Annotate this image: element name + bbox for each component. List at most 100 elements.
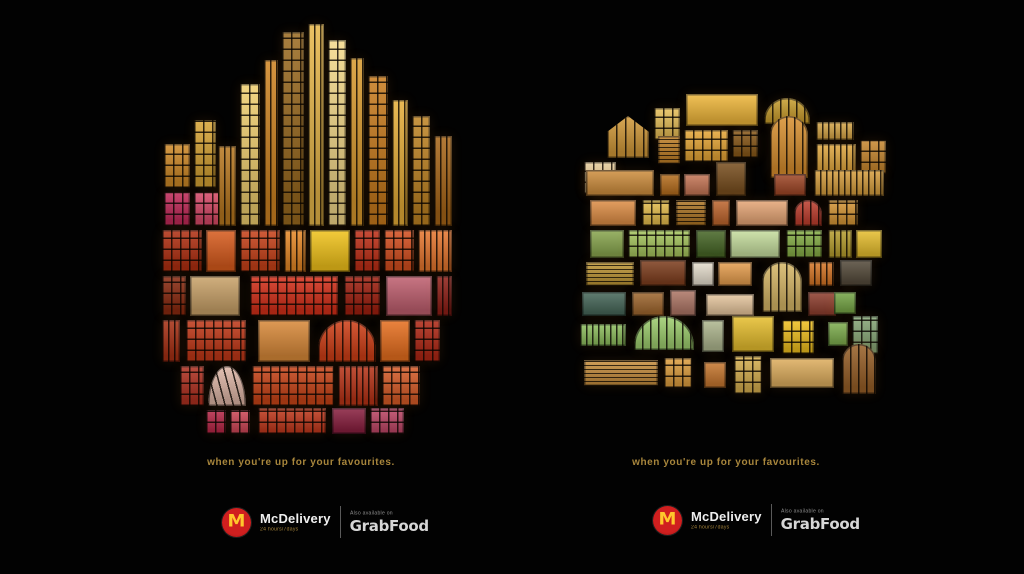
window-tile xyxy=(164,144,190,188)
burger-window-collage xyxy=(578,88,893,405)
window-tile xyxy=(392,100,408,226)
window-tile xyxy=(162,230,202,272)
window-tile xyxy=(332,408,366,434)
window-tile xyxy=(762,262,802,312)
window-tile xyxy=(828,230,852,258)
window-tile xyxy=(252,366,334,406)
window-tile xyxy=(162,276,186,316)
window-tile xyxy=(786,230,822,258)
window-tile xyxy=(734,356,762,394)
mcdonalds-logo: M xyxy=(653,505,682,535)
window-tile xyxy=(310,230,350,272)
window-tile xyxy=(816,122,854,140)
window-tile xyxy=(240,230,280,272)
window-tile xyxy=(704,362,726,388)
window-tile xyxy=(706,294,754,316)
window-tile xyxy=(730,230,780,258)
mcdelivery-text-block: McDelivery 24 hours/7days xyxy=(691,509,762,531)
mcdelivery-subtext: 24 hours/7days xyxy=(260,527,299,533)
window-tile xyxy=(368,76,388,226)
window-tile xyxy=(840,260,872,286)
window-tile xyxy=(384,230,414,272)
window-tile xyxy=(370,408,404,434)
window-tile xyxy=(328,40,346,226)
window-tile xyxy=(206,230,236,272)
window-tile xyxy=(607,116,649,158)
window-tile xyxy=(344,276,380,316)
golden-arches-icon: M xyxy=(658,509,677,530)
grabfood-block: Also available on GrabFood xyxy=(780,508,860,532)
window-tile xyxy=(642,200,670,226)
window-tile xyxy=(164,192,190,226)
divider xyxy=(770,504,772,536)
window-tile xyxy=(282,32,304,226)
window-tile xyxy=(250,276,338,316)
mcdelivery-wordmark: McDelivery xyxy=(691,509,762,524)
window-tile xyxy=(194,192,220,226)
window-tile xyxy=(808,292,836,316)
window-tile xyxy=(386,276,432,316)
window-tile xyxy=(632,292,664,316)
also-available-label: Also available on xyxy=(780,508,824,514)
window-tile xyxy=(436,276,452,316)
window-tile xyxy=(670,290,696,316)
window-tile xyxy=(380,320,410,362)
mcdelivery-text-block: McDelivery 24 hours/7days xyxy=(260,511,331,533)
window-tile xyxy=(828,322,848,346)
window-tile xyxy=(590,200,636,226)
window-tile xyxy=(382,366,420,406)
window-tile xyxy=(770,116,808,178)
window-tile xyxy=(684,130,728,162)
window-tile xyxy=(284,230,306,272)
window-tile xyxy=(264,60,278,226)
window-tile xyxy=(634,316,694,350)
window-tile xyxy=(240,84,260,226)
window-tile xyxy=(194,120,216,188)
window-tile xyxy=(354,230,380,272)
window-tile xyxy=(258,320,310,362)
window-tile xyxy=(206,410,226,434)
window-tile xyxy=(308,24,324,226)
brand-lockup: M McDelivery 24 hours/7days Also availab… xyxy=(653,500,860,540)
window-tile xyxy=(412,116,430,226)
window-tile xyxy=(782,320,814,354)
window-tile xyxy=(338,366,378,406)
window-tile xyxy=(702,320,724,352)
window-tile xyxy=(660,174,680,196)
window-tile xyxy=(350,58,364,226)
window-tile xyxy=(814,170,884,196)
window-tile xyxy=(186,320,246,362)
window-tile xyxy=(318,320,376,362)
window-tile xyxy=(770,358,834,388)
divider xyxy=(339,506,341,538)
window-tile xyxy=(828,200,858,226)
mcdonalds-logo: M xyxy=(222,507,251,537)
window-tile xyxy=(794,200,822,226)
window-tile xyxy=(842,344,876,394)
window-tile xyxy=(684,174,710,196)
tagline: when you're up for your favourites. xyxy=(207,457,395,468)
window-tile xyxy=(732,316,774,352)
window-tile xyxy=(418,230,452,272)
window-tile xyxy=(774,174,806,196)
fries-window-collage xyxy=(162,24,452,434)
mcdelivery-subtext: 24 hours/7days xyxy=(691,525,730,531)
window-tile xyxy=(736,200,788,226)
window-tile xyxy=(658,136,680,164)
window-tile xyxy=(732,130,758,158)
window-tile xyxy=(590,230,624,258)
window-tile xyxy=(856,230,882,258)
brand-lockup: M McDelivery 24 hours/7days Also availab… xyxy=(222,502,429,542)
window-tile xyxy=(190,276,240,316)
window-tile xyxy=(586,170,654,196)
mcdelivery-wordmark: McDelivery xyxy=(260,511,331,526)
window-tile xyxy=(676,200,706,226)
window-tile xyxy=(180,366,204,406)
grabfood-block: Also available on GrabFood xyxy=(350,510,429,534)
window-tile xyxy=(162,320,180,362)
window-tile xyxy=(696,230,726,258)
window-tile xyxy=(640,260,686,286)
window-tile xyxy=(692,262,714,286)
golden-arches-icon: M xyxy=(227,511,246,532)
